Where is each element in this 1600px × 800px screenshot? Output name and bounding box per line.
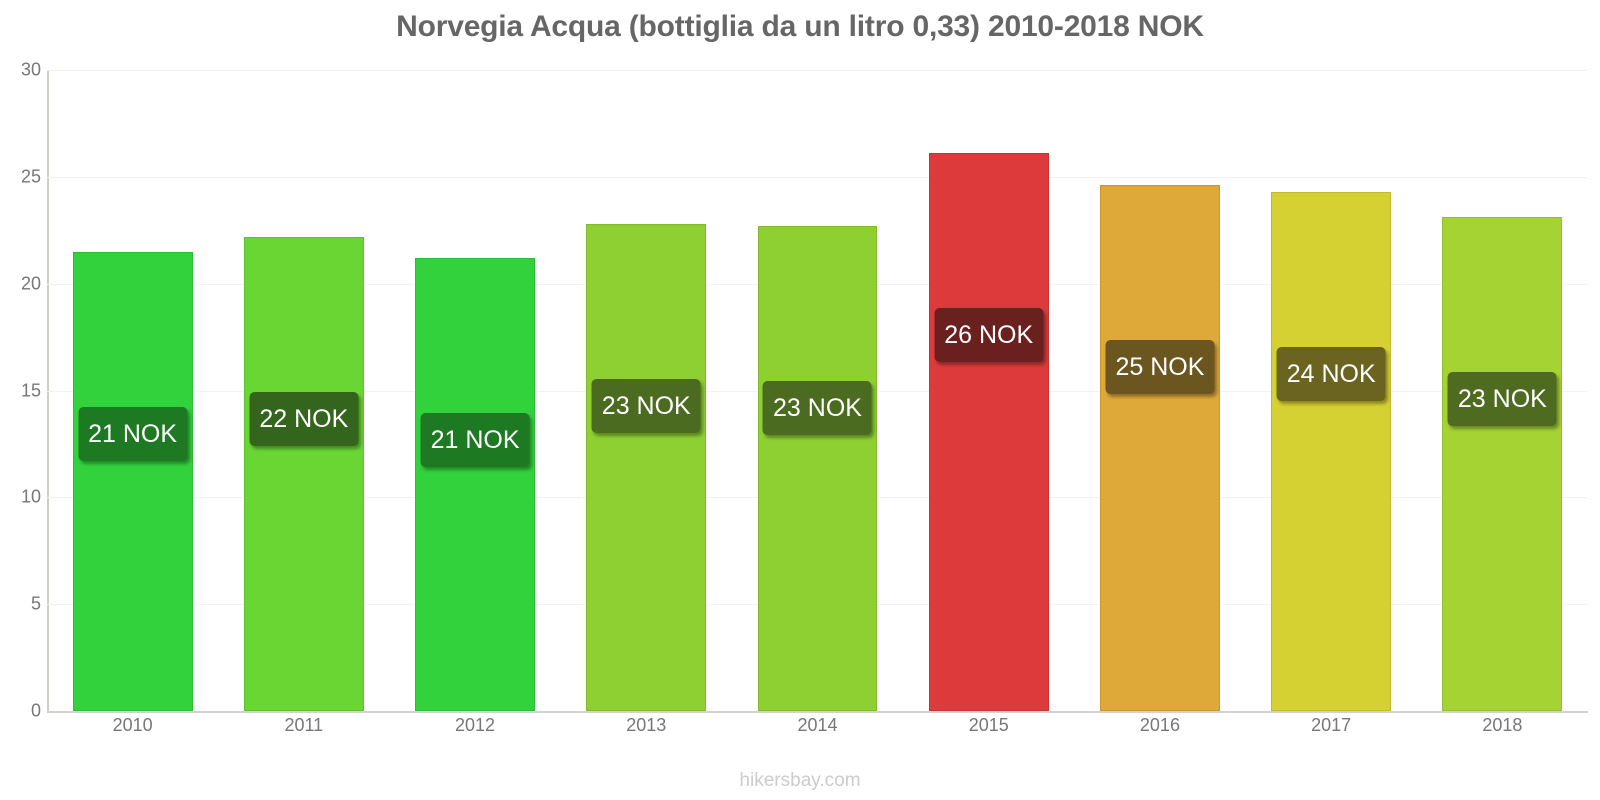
bar-2012[interactable] [415,258,535,711]
x-tick-label: 2015 [968,715,1009,735]
footer-watermark: hikersbay.com [739,770,861,791]
y-tick-label: 25 [20,166,41,187]
bar-value-label: 24 NOK [1276,346,1386,401]
bar-value-label: 21 NOK [420,413,530,468]
x-tick-label: 2016 [1139,715,1180,735]
y-tick-label: 15 [20,380,41,400]
bar-value-label: 23 NOK [591,378,701,433]
bar-value-label: 26 NOK [934,308,1044,363]
plot-area: 21 NOK 22 NOK 21 NOK 23 NOK 23 NOK 26 NOK 25 N… [47,70,1588,713]
y-tick-label: 30 [20,59,41,80]
bar-2018[interactable] [1442,217,1563,711]
bar-group[interactable]: 25 NOK [1100,70,1220,711]
chart-title: Norvegia Acqua (bottiglia da un litro 0,… [396,10,1204,43]
x-tick-label: 2013 [626,715,667,735]
x-tick-label: 2017 [1311,715,1352,735]
bar-group[interactable]: 26 NOK [928,70,1049,711]
bar-2011[interactable] [243,236,364,711]
bar-value-label: 21 NOK [78,406,188,461]
bar-2013[interactable] [586,223,707,711]
bar-group[interactable]: 23 NOK [757,70,878,711]
y-tick-label: 20 [20,273,41,294]
bar-value-label: 22 NOK [249,391,359,446]
bar-group[interactable]: 23 NOK [586,70,707,711]
y-tick-label: 5 [30,593,41,614]
y-tick-label: 0 [30,700,41,721]
bar-group[interactable]: 21 NOK [415,70,535,711]
bar-value-label: 23 NOK [1447,372,1557,427]
gridline-30 [47,70,1588,71]
bar-group[interactable]: 23 NOK [1442,70,1563,711]
bar-group[interactable]: 22 NOK [243,70,364,711]
bar-2010[interactable] [72,251,193,711]
bar-2016[interactable] [1100,185,1220,711]
x-tick-label: 2018 [1482,715,1523,735]
bar-group[interactable]: 24 NOK [1271,70,1392,711]
x-tick-label: 2012 [455,715,496,735]
bars-layer: 21 NOK 22 NOK 21 NOK 23 NOK 23 NOK 26 NOK 25 N… [47,70,1588,711]
x-tick-label: 2011 [284,715,324,735]
bar-2015[interactable] [928,153,1049,711]
y-tick-label: 10 [20,486,41,507]
bar-2014[interactable] [757,225,878,711]
x-tick-label: 2010 [112,715,153,735]
bar-value-label: 23 NOK [763,380,872,435]
gridline-25 [47,176,1588,178]
gridline-0 [47,711,1588,713]
x-tick-label: 2014 [797,715,838,735]
bar-value-label: 25 NOK [1105,340,1215,395]
bar-group[interactable]: 21 NOK [72,70,193,711]
bar-2017[interactable] [1271,191,1392,711]
